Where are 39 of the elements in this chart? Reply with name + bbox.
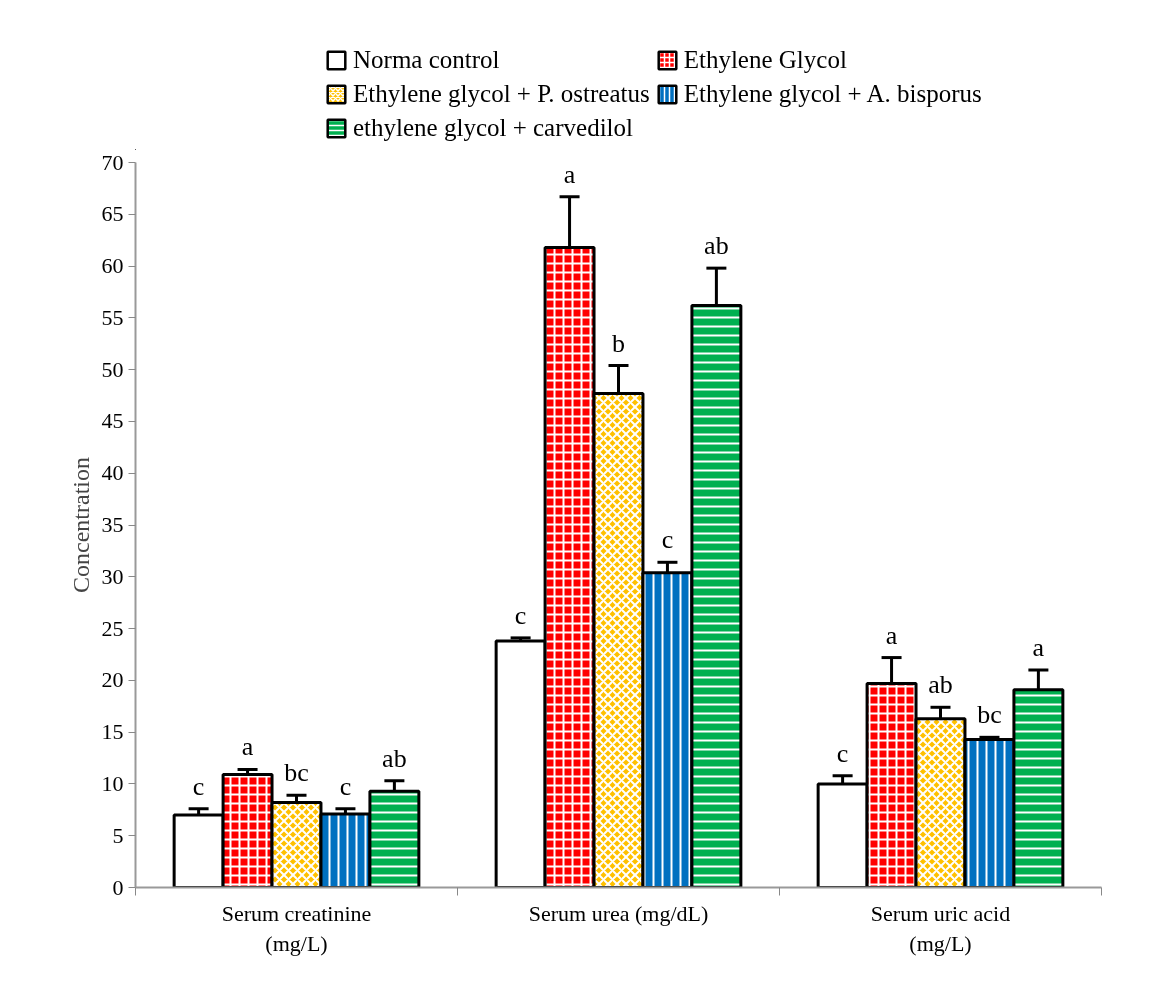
y-tick-label: 30 bbox=[101, 563, 124, 589]
data-label: ab bbox=[704, 231, 729, 261]
data-label: a bbox=[241, 732, 254, 762]
legend-label: ethylene glycol + carvedilol bbox=[353, 114, 633, 142]
data-label: c bbox=[339, 771, 352, 801]
x-tick-label: Serum creatinine (mg/L) bbox=[221, 900, 372, 956]
legend-label: Ethylene glycol + A. bisporus bbox=[683, 80, 982, 108]
data-label: c bbox=[192, 771, 205, 801]
y-tick-label: 65 bbox=[101, 201, 124, 227]
y-axis-title: Concentration bbox=[67, 457, 94, 593]
y-tick-label: 45 bbox=[101, 408, 124, 434]
y-tick-label: 40 bbox=[101, 460, 124, 486]
data-label: ab bbox=[382, 743, 407, 773]
data-label: ab bbox=[928, 670, 953, 700]
y-tick-label: 5 bbox=[112, 822, 124, 848]
y-tick-label: 35 bbox=[101, 512, 124, 537]
x-tick-label: Serum urea (mg/dL) bbox=[528, 900, 709, 926]
y-tick-label: 60 bbox=[101, 253, 124, 279]
legend-label: Ethylene Glycol bbox=[683, 46, 847, 74]
y-tick-label: 70 bbox=[101, 149, 124, 175]
x-tick-label: Serum uric acid (mg/L) bbox=[870, 900, 1011, 956]
y-tick-label: 55 bbox=[101, 304, 124, 330]
data-label: c bbox=[514, 600, 527, 630]
y-tick-label: 20 bbox=[101, 667, 124, 693]
y-tick-label: 10 bbox=[101, 770, 124, 796]
data-label: bc bbox=[284, 758, 309, 788]
y-tick-label: 25 bbox=[101, 615, 124, 641]
legend-label: Ethylene glycol + P. ostreatus bbox=[353, 80, 650, 108]
y-tick-label: 15 bbox=[101, 719, 124, 745]
data-label: a bbox=[885, 620, 898, 650]
data-label: c bbox=[661, 525, 674, 555]
data-label: a bbox=[1032, 633, 1045, 662]
data-label: b bbox=[612, 328, 625, 358]
data-label: a bbox=[563, 159, 576, 189]
data-label: c bbox=[836, 738, 849, 768]
data-label: bc bbox=[977, 700, 1002, 730]
legend-label: Norma control bbox=[353, 46, 500, 74]
y-tick-label: 50 bbox=[101, 356, 124, 382]
y-tick-label: 0 bbox=[112, 874, 124, 900]
